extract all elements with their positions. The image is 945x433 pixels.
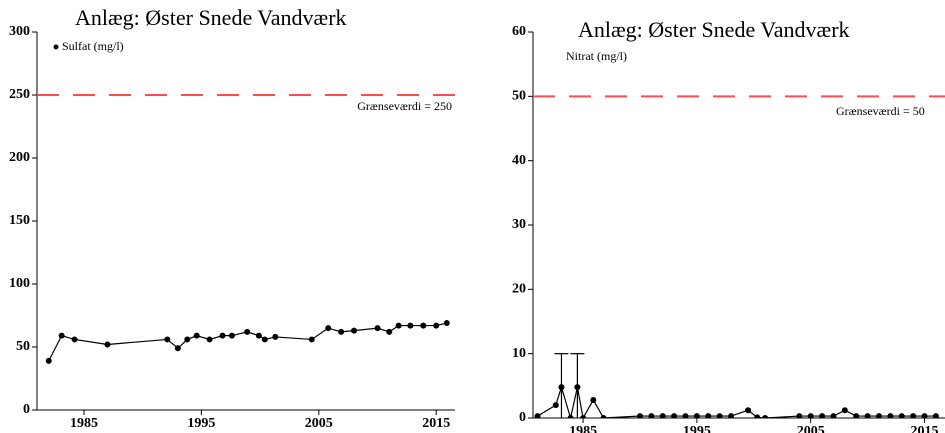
point [351,327,358,334]
point [255,332,262,339]
point [164,336,171,343]
point [910,413,917,418]
y-tick-label: 150 [9,213,30,228]
point [659,413,666,418]
point [921,413,928,418]
line [537,385,936,418]
point [705,413,712,418]
chart-title: Anlæg: Øster Snede Vandværk [578,17,850,42]
x-tick-label: 2005 [797,424,825,433]
point [325,325,332,332]
legend-marker [53,44,59,50]
point [395,322,402,329]
x-tick-label: 1995 [683,424,711,433]
point [308,336,315,343]
y-tick-label: 300 [9,24,30,39]
point [887,413,894,418]
x-tick-label: 1995 [187,416,215,431]
point [932,413,939,418]
plot [45,320,450,364]
point [745,407,752,414]
y-tick-label: 100 [9,276,30,291]
point [558,384,565,391]
point [898,413,905,418]
point [807,413,814,418]
point [184,336,191,343]
point [420,322,427,329]
y-tick-label: 250 [9,87,30,102]
legend-label: Sulfat (mg/l) [62,39,124,53]
x-tick-label: 1985 [70,416,98,431]
point [841,407,848,414]
point [754,414,761,418]
y-tick-label: 60 [512,24,526,39]
point [648,413,655,418]
point [244,328,251,335]
point [552,402,559,409]
point [58,332,65,339]
y-tick-label: 40 [512,153,526,168]
point [830,413,837,418]
y-tick-label: 50 [16,339,30,354]
y-tick-label: 0 [519,410,526,425]
point [853,413,860,418]
point [228,332,235,339]
point [682,413,689,418]
plot [534,353,939,418]
point [819,413,826,418]
y-tick-label: 50 [512,89,526,104]
y-tick-label: 0 [23,402,30,417]
point [875,413,882,418]
point [45,357,52,364]
chart-title: Anlæg: Øster Snede Vandværk [75,5,347,30]
point [272,333,279,340]
point [600,415,607,418]
point [728,413,735,418]
point [574,384,581,391]
x-tick-label: 2015 [422,416,450,431]
threshold-label: Grænseværdi = 250 [357,99,452,113]
x-tick-label: 2015 [911,424,939,433]
point [864,413,871,418]
point [338,328,345,335]
point [671,413,678,418]
point [407,322,414,329]
y-tick-label: 200 [9,150,30,165]
point [261,336,268,343]
x-tick-label: 2005 [305,416,333,431]
point [567,415,574,418]
point [716,413,723,418]
point [206,336,213,343]
y-tick-label: 20 [512,282,526,297]
point [104,341,111,348]
x-tick-label: 1985 [569,424,597,433]
point [174,345,181,352]
point [433,322,440,329]
chart: 0 10 20 30 40 50 60 1985 1995 2005 2015 Anlæg: Øste… [512,17,945,433]
point [580,415,587,418]
point [590,396,597,403]
point [219,332,226,339]
y-tick-label: 10 [512,346,526,361]
point [386,328,393,335]
point [693,413,700,418]
point [193,332,200,339]
point [762,415,769,418]
point [443,320,450,327]
legend-label: Nitrat (mg/l) [566,49,627,63]
y-tick-label: 30 [512,217,526,232]
point [636,413,643,418]
point [71,336,78,343]
chart: 0 50 100 150 200 250 300 1985 1995 2005 2015 Anlæg:… [9,5,455,431]
threshold-label: Grænseværdi = 50 [836,104,925,118]
point [534,413,541,418]
point [796,413,803,418]
point [374,325,381,332]
